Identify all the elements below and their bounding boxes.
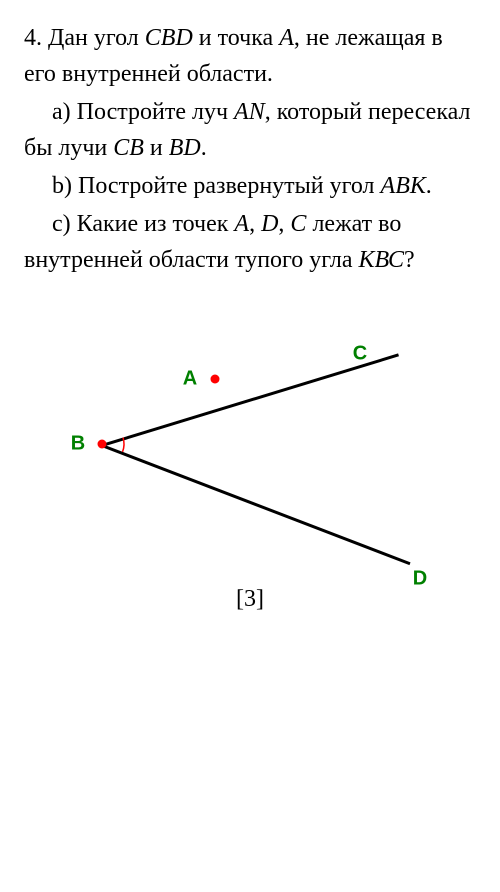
ray-bd — [102, 444, 411, 565]
ray-bc — [102, 353, 399, 446]
problem-intro: 4. Дан угол CBD и точка A, не лежащая в … — [24, 20, 476, 92]
diagram-container: C D B A — [24, 314, 476, 574]
problem-part-b: b) Постройте развернутый угол ABК. — [24, 168, 476, 204]
problem-part-c: c) Какие из точек A, D, C лежат во внутр… — [24, 206, 476, 278]
label-b: B — [71, 433, 85, 456]
label-a: A — [183, 368, 197, 391]
label-c: C — [353, 343, 367, 366]
problem-text: 4. Дан угол CBD и точка A, не лежащая в … — [24, 20, 476, 278]
vertex-b-point — [98, 440, 107, 449]
problem-part-a: a) Постройте луч AN, который пересекал б… — [24, 94, 476, 166]
label-d: D — [413, 568, 427, 591]
angle-arc — [40, 314, 41, 315]
point-a-dot — [211, 375, 220, 384]
score-marker: [3] — [24, 586, 476, 613]
angle-diagram: C D B A — [40, 314, 460, 574]
